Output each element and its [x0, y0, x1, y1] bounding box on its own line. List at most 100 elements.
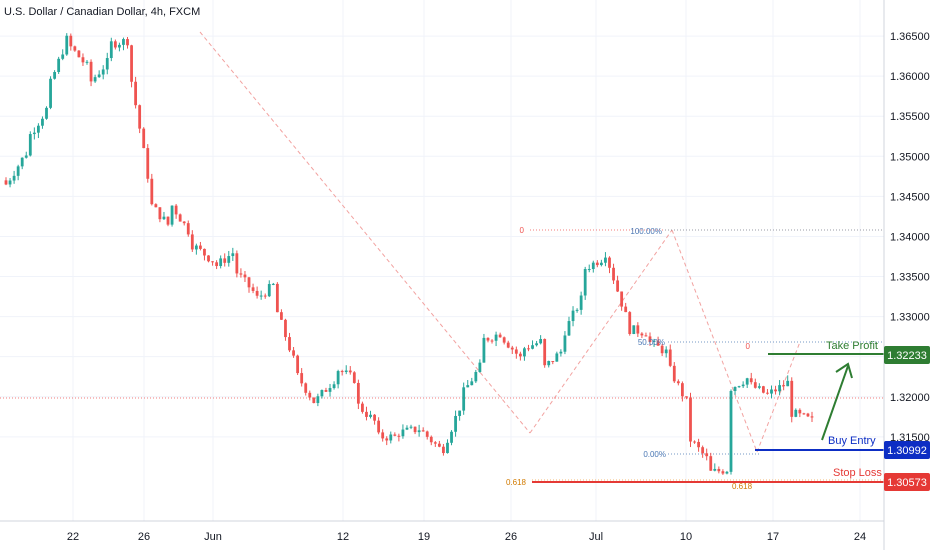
candle[interactable]	[93, 74, 97, 83]
candle[interactable]	[680, 381, 684, 402]
candle[interactable]	[761, 385, 765, 394]
candle[interactable]	[685, 396, 688, 400]
candle[interactable]	[640, 332, 644, 339]
candle[interactable]	[470, 377, 474, 386]
candle[interactable]	[620, 291, 624, 311]
candle[interactable]	[567, 316, 571, 336]
candle[interactable]	[741, 381, 745, 389]
candle[interactable]	[130, 44, 133, 88]
candle[interactable]	[150, 173, 154, 206]
candle[interactable]	[442, 443, 445, 456]
candle[interactable]	[146, 144, 150, 183]
candle[interactable]	[194, 243, 198, 255]
candle[interactable]	[57, 56, 61, 74]
candle[interactable]	[356, 379, 360, 410]
candle[interactable]	[514, 346, 518, 359]
candle[interactable]	[421, 427, 425, 432]
candle[interactable]	[154, 203, 158, 208]
candle[interactable]	[235, 250, 239, 278]
candle[interactable]	[348, 366, 352, 375]
candle[interactable]	[361, 401, 364, 414]
candle[interactable]	[182, 221, 186, 226]
candle[interactable]	[259, 290, 263, 300]
candle[interactable]	[490, 339, 494, 344]
candle[interactable]	[689, 392, 692, 448]
candle[interactable]	[126, 37, 129, 49]
candle[interactable]	[737, 385, 741, 388]
candle[interactable]	[211, 261, 214, 266]
candle[interactable]	[482, 333, 486, 363]
candle[interactable]	[770, 385, 773, 399]
candle[interactable]	[263, 293, 267, 299]
candle[interactable]	[174, 203, 178, 219]
candle[interactable]	[417, 424, 421, 437]
candle[interactable]	[717, 466, 721, 474]
candle[interactable]	[113, 39, 117, 50]
candle[interactable]	[231, 247, 235, 262]
candle[interactable]	[693, 440, 696, 444]
candle[interactable]	[340, 369, 344, 376]
take-profit-price-tag[interactable]	[884, 346, 930, 364]
candle[interactable]	[802, 412, 806, 415]
candle[interactable]	[219, 255, 223, 269]
candle[interactable]	[766, 389, 769, 395]
candle[interactable]	[547, 360, 551, 368]
candle[interactable]	[316, 393, 320, 407]
candle[interactable]	[170, 205, 174, 227]
candle[interactable]	[786, 375, 790, 387]
candle[interactable]	[166, 216, 170, 227]
candle[interactable]	[377, 417, 381, 435]
candle[interactable]	[446, 439, 449, 454]
candle[interactable]	[239, 268, 243, 278]
candle[interactable]	[328, 383, 332, 397]
candle[interactable]	[729, 389, 733, 475]
candle[interactable]	[668, 344, 672, 368]
candle[interactable]	[498, 332, 502, 338]
candle[interactable]	[304, 382, 308, 396]
candle[interactable]	[450, 430, 453, 446]
candle[interactable]	[267, 280, 271, 298]
candles[interactable]	[4, 33, 814, 475]
candle[interactable]	[527, 344, 530, 352]
candle[interactable]	[162, 211, 166, 220]
candle[interactable]	[109, 37, 113, 62]
candle[interactable]	[433, 441, 437, 447]
candle[interactable]	[203, 248, 206, 261]
candle[interactable]	[713, 463, 717, 472]
candle[interactable]	[296, 354, 300, 376]
candle[interactable]	[660, 343, 664, 357]
candle[interactable]	[502, 336, 506, 345]
candle[interactable]	[632, 325, 636, 335]
candle[interactable]	[790, 377, 794, 423]
candle[interactable]	[32, 127, 36, 140]
candle[interactable]	[709, 452, 713, 471]
candle[interactable]	[579, 291, 583, 315]
candle[interactable]	[595, 260, 599, 268]
candle[interactable]	[300, 368, 304, 387]
candle[interactable]	[535, 340, 538, 347]
candle[interactable]	[676, 379, 680, 386]
time-axis[interactable]: 22 26 Jun 12 19 26 Jul 10 17 24	[67, 531, 866, 543]
candle[interactable]	[591, 260, 595, 273]
candle[interactable]	[247, 276, 251, 293]
candle[interactable]	[251, 283, 255, 294]
candle[interactable]	[45, 106, 48, 120]
candle[interactable]	[385, 436, 389, 446]
candle[interactable]	[223, 253, 227, 267]
candle[interactable]	[604, 252, 607, 267]
candle[interactable]	[806, 412, 810, 418]
candle[interactable]	[284, 318, 287, 341]
candle[interactable]	[12, 170, 16, 184]
candle[interactable]	[798, 408, 802, 418]
candle[interactable]	[778, 380, 781, 396]
candle[interactable]	[523, 346, 526, 361]
candle[interactable]	[73, 45, 77, 52]
candle[interactable]	[190, 230, 194, 252]
candle[interactable]	[636, 322, 640, 337]
candle[interactable]	[510, 345, 514, 355]
candle[interactable]	[101, 65, 105, 80]
candle[interactable]	[437, 440, 441, 448]
candle[interactable]	[20, 157, 24, 170]
candle[interactable]	[543, 338, 547, 368]
candle[interactable]	[28, 131, 32, 157]
